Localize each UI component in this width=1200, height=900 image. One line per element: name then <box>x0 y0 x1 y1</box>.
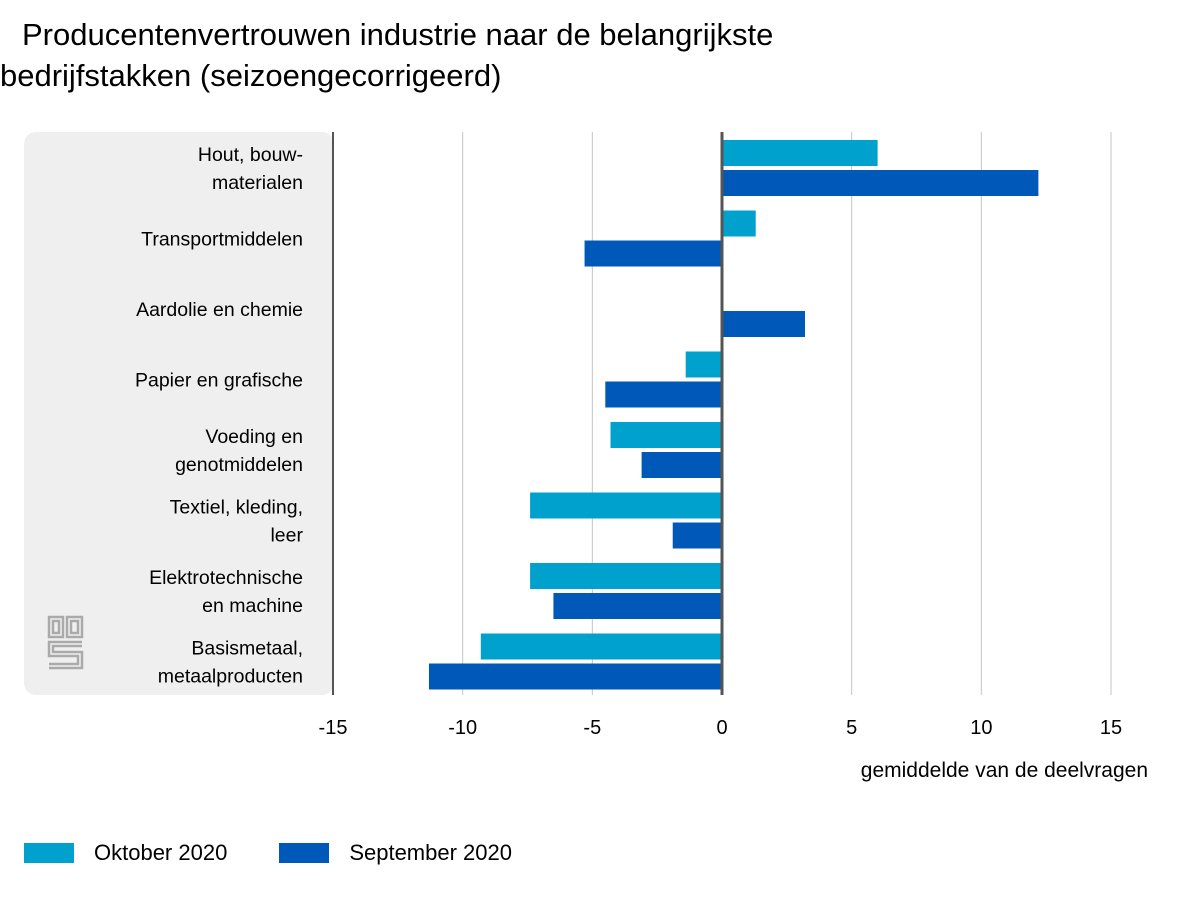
bar-september-6 <box>553 593 722 619</box>
legend-swatch-september-2020 <box>279 843 330 863</box>
x-tick-label-5: 5 <box>846 717 857 739</box>
category-label-2: Aardolie en chemie <box>136 299 303 321</box>
legend-item-oktober-2020: Oktober 2020 <box>24 840 227 866</box>
chart-title-line-1: Producentenvertrouwen industrie naar de … <box>22 17 774 52</box>
legend: Oktober 2020 September 2020 <box>24 838 564 868</box>
bar-oktober-7 <box>480 633 722 660</box>
bar-september-2 <box>722 311 805 337</box>
bar-oktober-4 <box>610 422 722 448</box>
chart-title-line-2: bedrijfstakken (seizoengecorrigeerd) <box>0 58 502 93</box>
bar-september-5 <box>672 522 722 549</box>
chart-title: Producentenvertrouwen industrie naar de … <box>0 14 900 96</box>
x-tick-label-minus-15: -15 <box>319 717 348 739</box>
bar-september-4 <box>641 452 722 478</box>
bar-oktober-0 <box>722 140 878 166</box>
category-label-1: Transportmiddelen <box>141 229 303 251</box>
x-tick-label-minus-5: -5 <box>583 717 601 739</box>
category-label-7: Basismetaal, metaalproducten <box>158 638 303 688</box>
legend-item-september-2020: September 2020 <box>279 840 512 866</box>
bar-oktober-1 <box>722 210 756 237</box>
bar-september-0 <box>722 170 1039 196</box>
x-tick-label-minus-10: -10 <box>448 717 477 739</box>
category-label-5: Textiel, kleding, leer <box>170 497 304 547</box>
x-axis-label: gemiddelde van de deelvragen <box>861 759 1148 782</box>
axes <box>332 132 724 695</box>
category-label-panel <box>24 132 334 695</box>
legend-label-september-2020: September 2020 <box>349 840 512 865</box>
category-label-4: Voeding en genotmiddelen <box>175 426 303 476</box>
category-labels: Hout, bouw-materialen Transportmiddelen Aa… <box>135 144 304 688</box>
bar-oktober-6 <box>530 563 722 589</box>
legend-label-oktober-2020: Oktober 2020 <box>94 840 228 865</box>
category-label-6: Elektrotechnische en machine <box>149 567 303 617</box>
category-label-3: Papier en grafische <box>135 370 303 392</box>
bar-september-7 <box>428 663 722 690</box>
bar-oktober-3 <box>685 351 722 378</box>
bar-oktober-5 <box>530 492 722 519</box>
legend-swatch-oktober-2020 <box>24 843 74 863</box>
x-tick-label-0: 0 <box>716 717 727 739</box>
category-label-0: Hout, bouw-materialen <box>198 144 303 194</box>
bars <box>428 140 1039 690</box>
cbs-logo-icon <box>47 615 84 670</box>
bar-september-3 <box>605 381 722 408</box>
x-tick-label-15: 15 <box>1100 717 1122 739</box>
bar-september-1 <box>584 240 722 267</box>
x-tick-label-10: 10 <box>970 717 992 739</box>
gridlines <box>462 132 1112 695</box>
x-tick-labels: -15 -10 -5 0 5 10 15 <box>319 717 1123 739</box>
